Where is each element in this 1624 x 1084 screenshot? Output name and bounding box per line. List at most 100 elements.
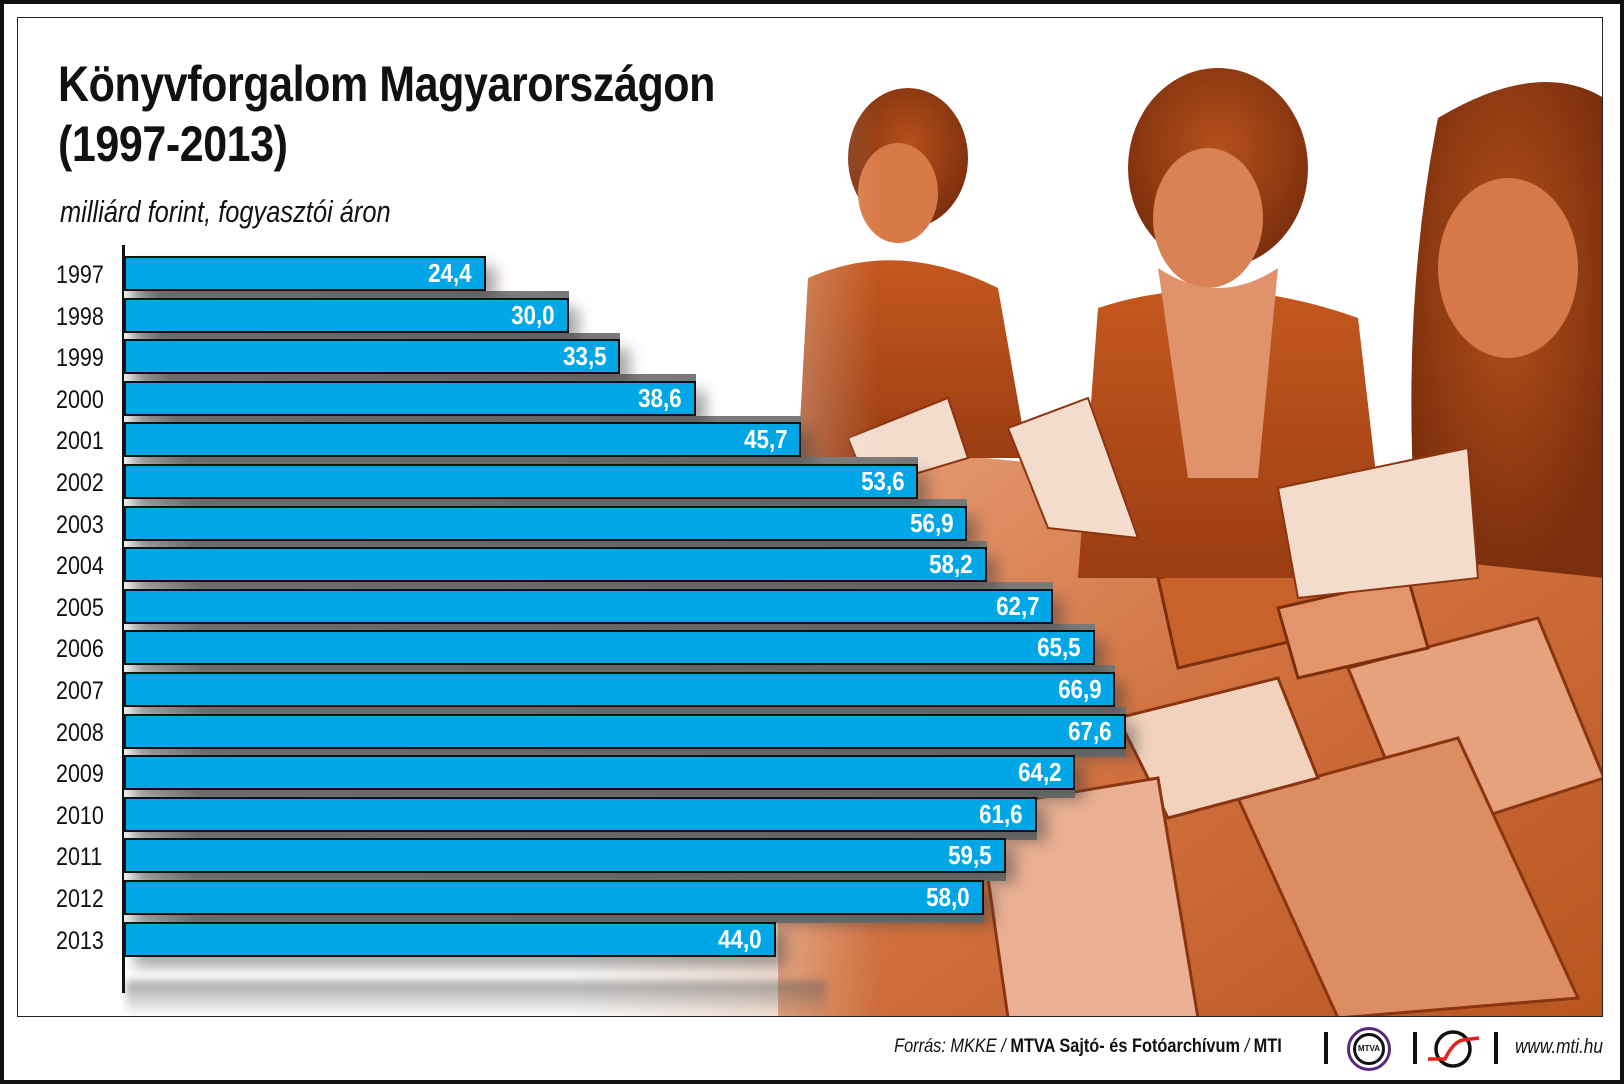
bar-separator-shadow	[124, 582, 1054, 591]
website-url: www.mti.hu	[1515, 1036, 1603, 1058]
title-line-1: Könyvforgalom Magyarországon	[58, 56, 715, 112]
bar-value-label: 61,6	[979, 798, 1023, 829]
bar-value-label: 62,7	[995, 590, 1040, 621]
bar-separator-shadow	[124, 457, 919, 466]
mtva-logo-text: MTVA	[1353, 1033, 1385, 1065]
footer-divider	[1324, 1032, 1328, 1064]
year-label: 2012	[56, 885, 104, 913]
bar-value-label: 44,0	[718, 923, 763, 954]
bar: 56,9	[124, 505, 968, 541]
bar-value-label: 58,0	[926, 882, 970, 912]
bar-row: 2003 56,9	[18, 505, 1218, 549]
footer-divider	[1413, 1032, 1417, 1064]
bar-value-label: 53,6	[860, 466, 905, 496]
bar-row: 1997 24,4	[18, 256, 1218, 299]
bar-value-label: 45,7	[743, 424, 788, 455]
bar-separator-shadow	[124, 291, 569, 299]
year-label: 2005	[56, 593, 104, 622]
bar: 45,7	[124, 422, 802, 458]
bar-separator-shadow	[124, 623, 1095, 632]
bar-separator-shadow	[124, 415, 802, 424]
bar-row: 2013 44,0	[18, 921, 1218, 965]
bar-value-label: 66,9	[1057, 674, 1102, 704]
bar-row: 2000 38,6	[18, 380, 1218, 424]
y-axis-line	[122, 245, 125, 993]
bar-value-label: 24,4	[428, 258, 472, 288]
bar-row: 2006 65,5	[18, 630, 1218, 674]
bar-value-label: 65,5	[1037, 632, 1081, 663]
bar-row: 1998 30,0	[18, 297, 1218, 341]
bar-row: 2008 67,6	[18, 713, 1218, 757]
bar-row: 2001 45,7	[18, 422, 1218, 466]
bar-value-label: 56,9	[909, 507, 954, 538]
mtva-logo-icon: MTVA	[1347, 1027, 1391, 1071]
bar-value-label: 33,5	[562, 341, 607, 372]
year-label: 2004	[56, 552, 104, 581]
source-archive: MTVA Sajtó- és Fotóarchívum	[1010, 1036, 1241, 1057]
bar-separator-shadow	[124, 831, 1037, 840]
bar: 62,7	[124, 588, 1054, 624]
bar-separator-shadow	[124, 665, 1116, 674]
bar-separator-shadow	[124, 499, 968, 507]
bar-row: 2009 64,2	[18, 755, 1218, 799]
year-label: 1997	[56, 261, 104, 289]
bar-row: 2005 62,7	[18, 588, 1218, 632]
chart-subtitle: milliárd forint, fogyasztói áron	[60, 194, 391, 229]
bar-row: 2004 58,2	[18, 547, 1218, 591]
chart-title: Könyvforgalom Magyarországon (1997-2013)	[58, 54, 715, 174]
bar: 58,0	[124, 880, 984, 915]
source-separator: /	[1240, 1036, 1254, 1057]
title-line-2: (1997-2013)	[58, 116, 288, 172]
bar-chart: 1997 24,4 1998 30,0 1999 33,5 2000 38,6 2001 45,7…	[18, 18, 1602, 1016]
year-label: 1999	[56, 344, 104, 373]
bar: 67,6	[124, 713, 1126, 749]
infographic-panel: Könyvforgalom Magyarországon (1997-2013)…	[17, 17, 1603, 1017]
footer: Forrás: MKKE / MTVA Sajtó- és Fotóarchív…	[0, 1020, 1624, 1080]
bar: 65,5	[124, 630, 1095, 666]
year-label: 2007	[56, 677, 104, 705]
bar-row: 2002 53,6	[18, 464, 1218, 507]
bar-value-label: 59,5	[948, 840, 992, 871]
bar: 44,0	[124, 921, 777, 957]
bar-separator-shadow	[124, 915, 984, 923]
bar-row: 2011 59,5	[18, 838, 1218, 882]
bar-row: 2010 61,6	[18, 796, 1218, 840]
bar-value-label: 64,2	[1017, 757, 1062, 788]
bar-value-label: 30,0	[511, 299, 555, 330]
bar: 61,6	[124, 796, 1037, 832]
source-credit: Forrás: MKKE / MTVA Sajtó- és Fotóarchív…	[894, 1036, 1282, 1058]
mti-logo-icon	[1428, 1030, 1480, 1068]
year-label: 1998	[56, 302, 104, 331]
source-prefix: Forrás: MKKE /	[894, 1036, 1011, 1057]
bar-value-label: 67,6	[1068, 715, 1112, 746]
bar-separator-shadow	[124, 873, 1006, 882]
year-label: 2011	[56, 843, 103, 872]
year-label: 2003	[56, 510, 104, 539]
year-label: 2000	[56, 385, 104, 414]
year-label: 2006	[56, 635, 104, 664]
year-label: 2013	[56, 926, 104, 955]
bar-value-label: 38,6	[638, 382, 683, 413]
bar-row: 1999 33,5	[18, 339, 1218, 383]
bar: 30,0	[124, 297, 569, 333]
bar-row: 2007 66,9	[18, 672, 1218, 715]
bar: 38,6	[124, 380, 697, 416]
footer-divider	[1494, 1032, 1498, 1064]
bar-value-label: 58,2	[928, 549, 973, 580]
bar-separator-shadow	[124, 748, 1126, 757]
bar: 58,2	[124, 547, 987, 583]
year-label: 2009	[56, 760, 104, 789]
source-mti: MTI	[1253, 1036, 1282, 1057]
bar-separator-shadow	[124, 332, 621, 341]
bar: 24,4	[124, 256, 486, 291]
year-label: 2002	[56, 469, 104, 497]
bar: 66,9	[124, 672, 1116, 707]
bar: 33,5	[124, 339, 621, 375]
year-label: 2001	[56, 427, 104, 456]
bar-separator-shadow	[124, 540, 987, 549]
bar-row: 2012 58,0	[18, 880, 1218, 923]
chart-shadow	[126, 981, 826, 1016]
bar-separator-shadow	[124, 707, 1126, 715]
bar-separator-shadow	[124, 374, 697, 383]
bar: 59,5	[124, 838, 1006, 874]
